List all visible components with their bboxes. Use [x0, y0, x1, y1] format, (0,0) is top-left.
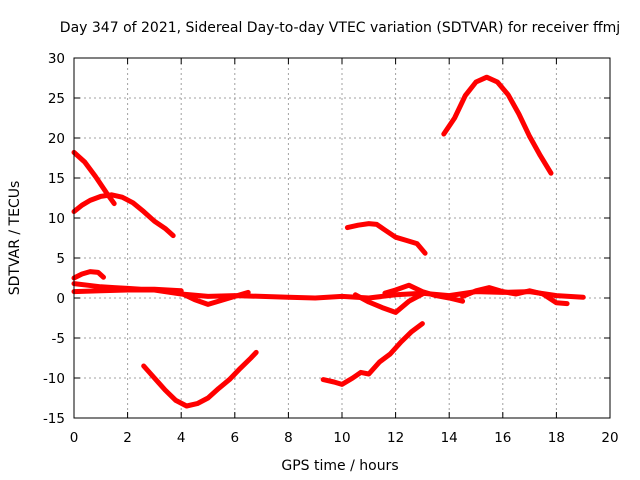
x-tick-label: 16: [494, 430, 511, 446]
x-tick-label: 0: [70, 430, 79, 446]
x-tick-label: 14: [441, 430, 458, 446]
y-axis-label: SDTVAR / TECUs: [7, 181, 23, 296]
x-tick-label: 10: [333, 430, 350, 446]
y-tick-label: 25: [48, 91, 65, 107]
y-tick-label: 15: [48, 171, 65, 187]
x-tick-label: 6: [231, 430, 240, 446]
y-tick-label: 20: [48, 131, 65, 147]
y-tick-label: 30: [48, 51, 65, 67]
series-arc-13: [441, 74, 554, 176]
series-layer: [71, 74, 586, 409]
series-arc-9: [460, 285, 570, 307]
series-arc-2: [71, 192, 176, 239]
series-arc-11: [320, 321, 425, 387]
grid: [74, 58, 610, 418]
chart-title: Day 347 of 2021, Sidereal Day-to-day VTE…: [60, 20, 620, 36]
x-axis-label: GPS time / hours: [281, 458, 398, 474]
x-tick-label: 2: [123, 430, 132, 446]
x-tick-label: 18: [548, 430, 565, 446]
series-arc-7: [352, 291, 425, 315]
y-tick-label: -15: [43, 411, 65, 427]
y-tick-label: -5: [52, 331, 65, 347]
series-arc-3: [71, 269, 106, 281]
y-tick-label: -10: [43, 371, 65, 387]
x-tick-label: 8: [284, 430, 293, 446]
y-tick-label: 0: [56, 291, 65, 307]
series-arc-12: [344, 221, 428, 256]
series-arc-6: [178, 289, 251, 307]
x-tick-label: 12: [387, 430, 404, 446]
series-arc-8: [382, 282, 466, 304]
x-tick-label: 20: [601, 430, 618, 446]
series-arc-10: [141, 349, 259, 409]
y-axis-ticks: -15 -10 -5 0 5 10 15 20 25 30: [43, 51, 610, 427]
x-tick-label: 4: [177, 430, 186, 446]
y-tick-label: 10: [48, 211, 65, 227]
y-tick-label: 5: [56, 251, 65, 267]
x-axis-ticks: 0 2 4 6 8 10 12 14 16 18 20: [70, 58, 619, 446]
